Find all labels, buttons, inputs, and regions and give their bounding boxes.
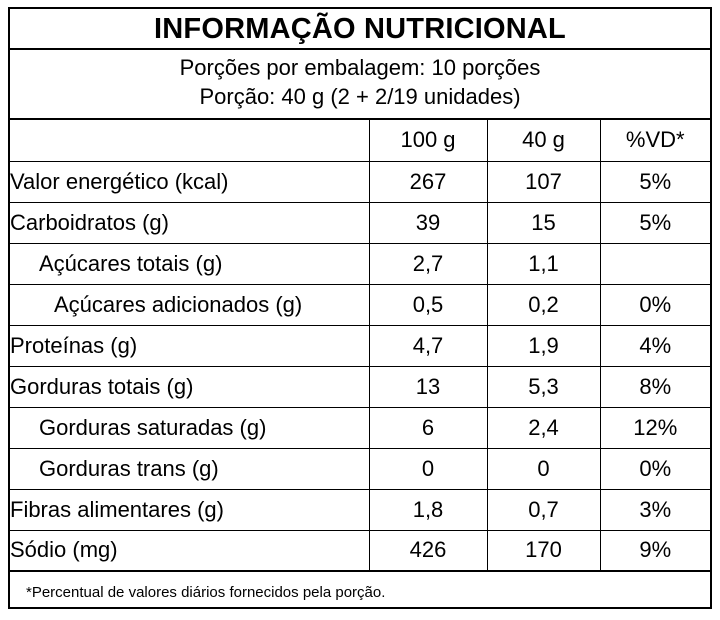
nutrient-name: Açúcares totais (g) [10,242,370,285]
value-daily-percent: 9% [599,529,710,572]
value-per-100g: 39 [368,201,488,244]
nutrient-name: Valor energético (kcal) [10,160,370,203]
footnote: *Percentual de valores diários fornecido… [26,584,386,601]
nutrient-name: Açúcares adicionados (g) [10,283,370,326]
label-title: INFORMAÇÃO NUTRICIONAL [10,9,710,50]
value-daily-percent [599,242,710,285]
value-per-100g: 0,5 [368,283,488,326]
serving-info: Porções por embalagem: 10 porções Porção… [10,50,710,120]
table-row: Açúcares adicionados (g) 0,5 0,2 0% [10,283,710,326]
value-per-100g: 13 [368,365,488,408]
servings-per-package: Porções por embalagem: 10 porções [179,55,541,80]
table-header-row: 100 g 40 g %VD* [10,120,710,162]
table-row: Proteínas (g) 4,7 1,9 4% [10,324,710,367]
table-row: Gorduras saturadas (g) 6 2,4 12% [10,406,710,449]
value-per-40g: 1,9 [486,324,601,367]
table-row: Sódio (mg) 426 170 9% [10,529,710,572]
value-per-40g: 170 [486,529,601,572]
nutrition-facts-label: INFORMAÇÃO NUTRICIONAL Porções por embal… [8,7,712,609]
value-per-40g: 2,4 [486,406,601,449]
value-daily-percent: 5% [599,201,710,244]
value-per-40g: 107 [486,160,601,203]
value-per-100g: 2,7 [368,242,488,285]
nutrient-name: Fibras alimentares (g) [10,488,370,531]
nutrient-name: Carboidratos (g) [10,201,370,244]
value-per-100g: 1,8 [368,488,488,531]
value-per-40g: 1,1 [486,242,601,285]
value-per-40g: 5,3 [486,365,601,408]
nutrient-name: Gorduras totais (g) [10,365,370,408]
value-daily-percent: 0% [599,283,710,326]
value-per-100g: 267 [368,160,488,203]
nutrient-name: Gorduras saturadas (g) [10,406,370,449]
value-per-40g: 15 [486,201,601,244]
value-per-100g: 426 [368,529,488,572]
table-row: Carboidratos (g) 39 15 5% [10,201,710,244]
value-daily-percent: 5% [599,160,710,203]
value-per-100g: 0 [368,447,488,490]
value-per-40g: 0 [486,447,601,490]
table-row: Valor energético (kcal) 267 107 5% [10,160,710,203]
table-row: Gorduras trans (g) 0 0 0% [10,447,710,490]
table-row: Fibras alimentares (g) 1,8 0,7 3% [10,488,710,531]
nutrient-name: Gorduras trans (g) [10,447,370,490]
portion-size: Porção: 40 g (2 + 2/19 unidades) [199,84,521,109]
value-daily-percent: 0% [599,447,710,490]
table-row: Açúcares totais (g) 2,7 1,1 [10,242,710,285]
value-daily-percent: 4% [599,324,710,367]
nutrient-name: Sódio (mg) [10,529,370,572]
header-per-40g: 40 g [486,120,601,162]
header-per-100g: 100 g [368,120,488,162]
value-daily-percent: 8% [599,365,710,408]
value-per-40g: 0,7 [486,488,601,531]
header-daily-value: %VD* [599,120,710,162]
nutrition-table: 100 g 40 g %VD* Valor energético (kcal) … [10,120,710,572]
value-per-100g: 4,7 [368,324,488,367]
nutrient-name: Proteínas (g) [10,324,370,367]
value-daily-percent: 12% [599,406,710,449]
header-nutrient [10,120,370,162]
value-per-100g: 6 [368,406,488,449]
table-row: Gorduras totais (g) 13 5,3 8% [10,365,710,408]
value-per-40g: 0,2 [486,283,601,326]
value-daily-percent: 3% [599,488,710,531]
